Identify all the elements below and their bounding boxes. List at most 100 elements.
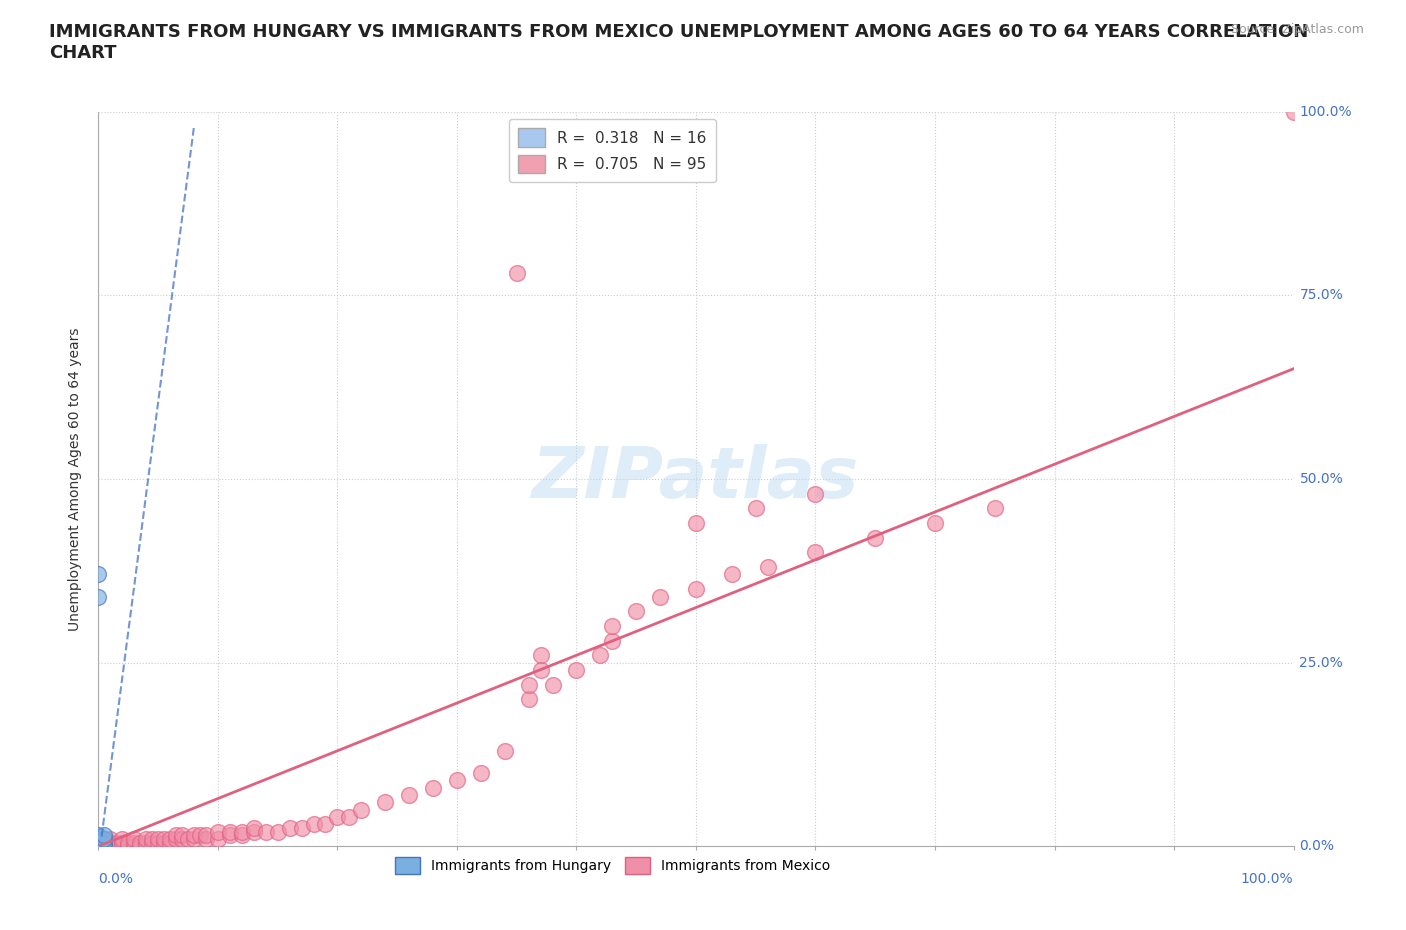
Text: 0.0%: 0.0% [98,872,134,886]
Point [111,831,134,846]
Point [93,835,115,850]
Point [231,824,253,839]
Point [685,582,707,597]
Point [195,831,218,846]
Point [374,795,396,810]
Point [93,831,115,846]
Point [87,839,110,854]
Point [87,839,110,854]
Point [470,765,492,780]
Point [153,835,176,850]
Point [87,839,110,854]
Point [602,633,624,648]
Legend: Immigrants from Hungary, Immigrants from Mexico: Immigrants from Hungary, Immigrants from… [389,852,835,880]
Point [278,820,301,835]
Point [517,677,540,692]
Point [87,589,110,604]
Point [530,662,553,677]
Point [339,809,361,824]
Point [207,824,229,839]
Point [172,828,194,843]
Y-axis label: Unemployment Among Ages 60 to 64 years: Unemployment Among Ages 60 to 64 years [69,327,83,631]
Text: 50.0%: 50.0% [1299,472,1343,486]
Point [141,835,163,850]
Point [172,831,194,846]
Point [446,773,468,788]
Point [124,831,146,846]
Text: 100.0%: 100.0% [1299,104,1353,119]
Point [219,828,242,843]
Point [756,560,779,575]
Point [219,824,242,839]
Point [87,839,110,854]
Text: Source: ZipAtlas.com: Source: ZipAtlas.com [1230,23,1364,36]
Point [745,501,768,516]
Point [350,802,373,817]
Point [804,545,827,560]
Point [159,831,181,846]
Point [87,839,110,854]
Point [87,839,110,854]
Point [129,839,152,854]
Point [721,567,744,582]
Point [87,839,110,854]
Point [865,530,887,545]
Point [984,501,1007,516]
Text: 25.0%: 25.0% [1299,656,1343,670]
Text: ZIPatlas: ZIPatlas [533,445,859,513]
Point [135,839,157,854]
Point [589,648,612,663]
Text: 0.0%: 0.0% [1299,839,1334,854]
Point [105,835,128,850]
Point [517,692,540,707]
Point [165,831,187,846]
Point [129,835,152,850]
Point [685,515,707,530]
Point [602,618,624,633]
Point [87,839,110,854]
Point [105,839,128,854]
Point [302,817,325,831]
Point [188,828,211,843]
Point [87,839,110,854]
Point [87,839,110,854]
Point [148,835,170,850]
Point [243,824,266,839]
Point [183,831,205,846]
Point [87,831,110,846]
Point [93,835,115,850]
Point [98,835,122,850]
Point [93,839,115,854]
Point [135,831,157,846]
Text: IMMIGRANTS FROM HUNGARY VS IMMIGRANTS FROM MEXICO UNEMPLOYMENT AMONG AGES 60 TO : IMMIGRANTS FROM HUNGARY VS IMMIGRANTS FR… [49,23,1309,62]
Point [135,835,157,850]
Point [195,828,218,843]
Point [87,835,110,850]
Point [315,817,337,831]
Point [87,567,110,582]
Point [141,831,163,846]
Point [87,839,110,854]
Point [326,809,349,824]
Point [117,839,139,854]
Point [153,831,176,846]
Text: 75.0%: 75.0% [1299,288,1343,302]
Point [98,831,122,846]
Point [87,839,110,854]
Point [148,831,170,846]
Point [111,835,134,850]
Point [87,839,110,854]
Point [183,828,205,843]
Point [87,828,110,843]
Point [93,839,115,854]
Point [124,835,146,850]
Point [98,839,122,854]
Point [159,835,181,850]
Point [494,743,516,758]
Point [87,839,110,854]
Point [398,788,420,803]
Text: 100.0%: 100.0% [1241,872,1294,886]
Point [291,820,314,835]
Point [254,824,277,839]
Point [124,839,146,854]
